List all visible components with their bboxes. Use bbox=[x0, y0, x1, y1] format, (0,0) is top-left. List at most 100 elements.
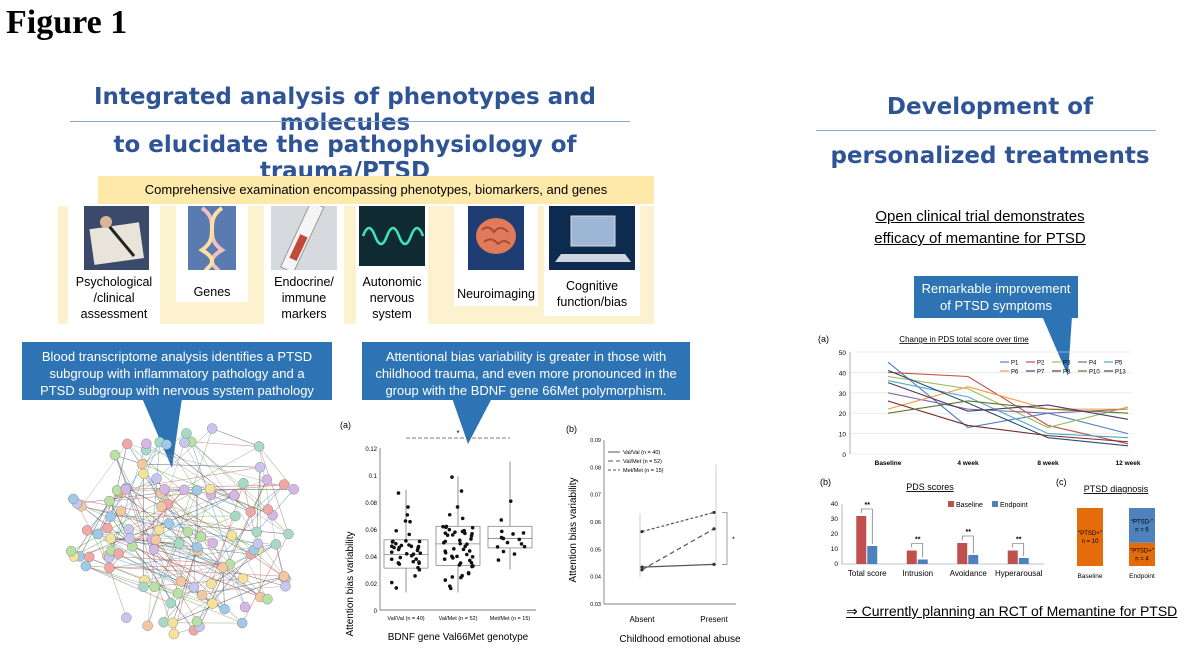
network-edge bbox=[256, 489, 295, 533]
data-point bbox=[508, 499, 513, 503]
segment-label: “PTSD+” bbox=[1078, 531, 1102, 537]
bar bbox=[957, 543, 968, 564]
network-node bbox=[191, 542, 203, 553]
legend-label: P3 bbox=[1063, 361, 1071, 367]
series-point bbox=[712, 527, 716, 531]
card-label-line: Cognitive bbox=[565, 279, 619, 293]
segment-count: n = 4 bbox=[1135, 556, 1149, 562]
callout-line: group with the BDNF gene 66Met polymorph… bbox=[385, 383, 667, 398]
test-tube-icon bbox=[271, 200, 337, 274]
series-point bbox=[640, 568, 644, 572]
data-point bbox=[442, 557, 447, 561]
network-edge bbox=[79, 529, 160, 557]
card-label-line: immune bbox=[281, 291, 327, 305]
network-node bbox=[230, 510, 241, 522]
card-label-line: assessment bbox=[80, 307, 148, 321]
bar bbox=[856, 516, 867, 564]
legend-label: P1 bbox=[1011, 361, 1019, 367]
data-point bbox=[389, 550, 394, 554]
data-point bbox=[397, 545, 402, 550]
significance-bracket bbox=[961, 535, 974, 553]
network-edge bbox=[116, 490, 198, 551]
x-tick-label: Total score bbox=[848, 569, 887, 578]
card-neuroimaging: Neuroimaging bbox=[454, 206, 538, 306]
bar bbox=[968, 555, 979, 564]
network-edge bbox=[151, 442, 161, 539]
data-point bbox=[452, 547, 456, 551]
data-point bbox=[389, 557, 394, 562]
significance-bracket bbox=[911, 543, 924, 558]
pds-scores-chart: (b) PDS scores 0 10 20 30 40 Baseline Endpoint… bbox=[820, 477, 1044, 578]
data-point bbox=[443, 550, 448, 555]
callout-tail bbox=[142, 398, 182, 468]
data-point bbox=[519, 542, 524, 546]
network-edge bbox=[256, 467, 261, 532]
callout-tail bbox=[1042, 316, 1072, 376]
x-tick-label: Present bbox=[700, 615, 728, 624]
network-edge bbox=[110, 516, 195, 631]
callout-line: childhood trauma, and even more pronounc… bbox=[375, 366, 677, 381]
network-edge bbox=[166, 444, 198, 491]
network-node bbox=[115, 505, 127, 517]
significance-mark: ** bbox=[1016, 537, 1022, 544]
data-point bbox=[441, 541, 446, 545]
series-point bbox=[640, 565, 644, 569]
data-point bbox=[394, 586, 399, 590]
data-point bbox=[460, 516, 465, 521]
card-label-line: /clinical bbox=[93, 291, 135, 305]
panel-label: (a) bbox=[818, 334, 829, 344]
x-tick-label: Endpoint bbox=[1129, 573, 1155, 580]
data-point bbox=[411, 559, 416, 564]
network-edge bbox=[111, 441, 161, 551]
network-edge bbox=[120, 428, 213, 512]
callout-line: Attentional bias variability is greater … bbox=[385, 349, 667, 364]
data-point bbox=[462, 530, 467, 534]
network-node bbox=[151, 473, 162, 484]
network-node bbox=[196, 589, 208, 601]
network-node bbox=[141, 438, 152, 449]
box bbox=[435, 525, 481, 566]
x-tick-label: 8 week bbox=[1037, 460, 1059, 467]
callout-line: subgroup with inflammatory pathology and… bbox=[49, 366, 305, 381]
series-point bbox=[640, 529, 644, 534]
gene-network-graph bbox=[65, 423, 300, 640]
panel-label: (a) bbox=[340, 420, 351, 430]
network-edge bbox=[258, 446, 277, 545]
x-tick-label: Baseline bbox=[875, 460, 902, 467]
y-tick-label: 40 bbox=[831, 501, 839, 508]
data-point bbox=[495, 545, 500, 549]
significance-mark: * bbox=[456, 429, 459, 438]
rct-note: ⇒ Currently planning an RCT of Memantine… bbox=[846, 603, 1178, 619]
legend-label: Baseline bbox=[956, 502, 983, 509]
y-tick-label: 0.09 bbox=[590, 438, 601, 444]
network-edge bbox=[153, 549, 198, 622]
network-node bbox=[111, 485, 123, 496]
network-edge bbox=[152, 495, 235, 540]
callout-transcriptome: Blood transcriptome analysis identifies … bbox=[22, 342, 332, 468]
data-point bbox=[450, 475, 454, 479]
network-node bbox=[121, 612, 132, 623]
legend-label: P7 bbox=[1037, 370, 1045, 376]
network-node bbox=[159, 484, 170, 495]
data-point bbox=[416, 544, 421, 549]
y-tick-label: 30 bbox=[839, 391, 847, 398]
data-point bbox=[453, 530, 457, 534]
network-node bbox=[217, 562, 228, 573]
y-tick-label: 20 bbox=[839, 411, 847, 418]
data-point bbox=[417, 539, 422, 544]
data-point bbox=[522, 544, 527, 549]
network-node bbox=[175, 576, 187, 587]
bar bbox=[917, 559, 928, 564]
data-point bbox=[458, 561, 463, 565]
network-edge bbox=[147, 428, 213, 626]
laptop-icon bbox=[549, 206, 635, 270]
ptsd-diagnosis-chart: (c) PTSD diagnosis Baseline “PTSD+” n = 10… bbox=[1056, 477, 1155, 580]
callout-improvement: Remarkable improvement of PTSD symptoms bbox=[914, 276, 1078, 376]
panel-label: (b) bbox=[820, 477, 831, 487]
data-point bbox=[414, 557, 418, 561]
network-node bbox=[167, 617, 179, 628]
legend-label: Met/Met (n = 15) bbox=[623, 468, 664, 474]
significance-bracket bbox=[1012, 543, 1025, 556]
data-point bbox=[517, 537, 522, 542]
significance-bracket bbox=[860, 508, 873, 544]
